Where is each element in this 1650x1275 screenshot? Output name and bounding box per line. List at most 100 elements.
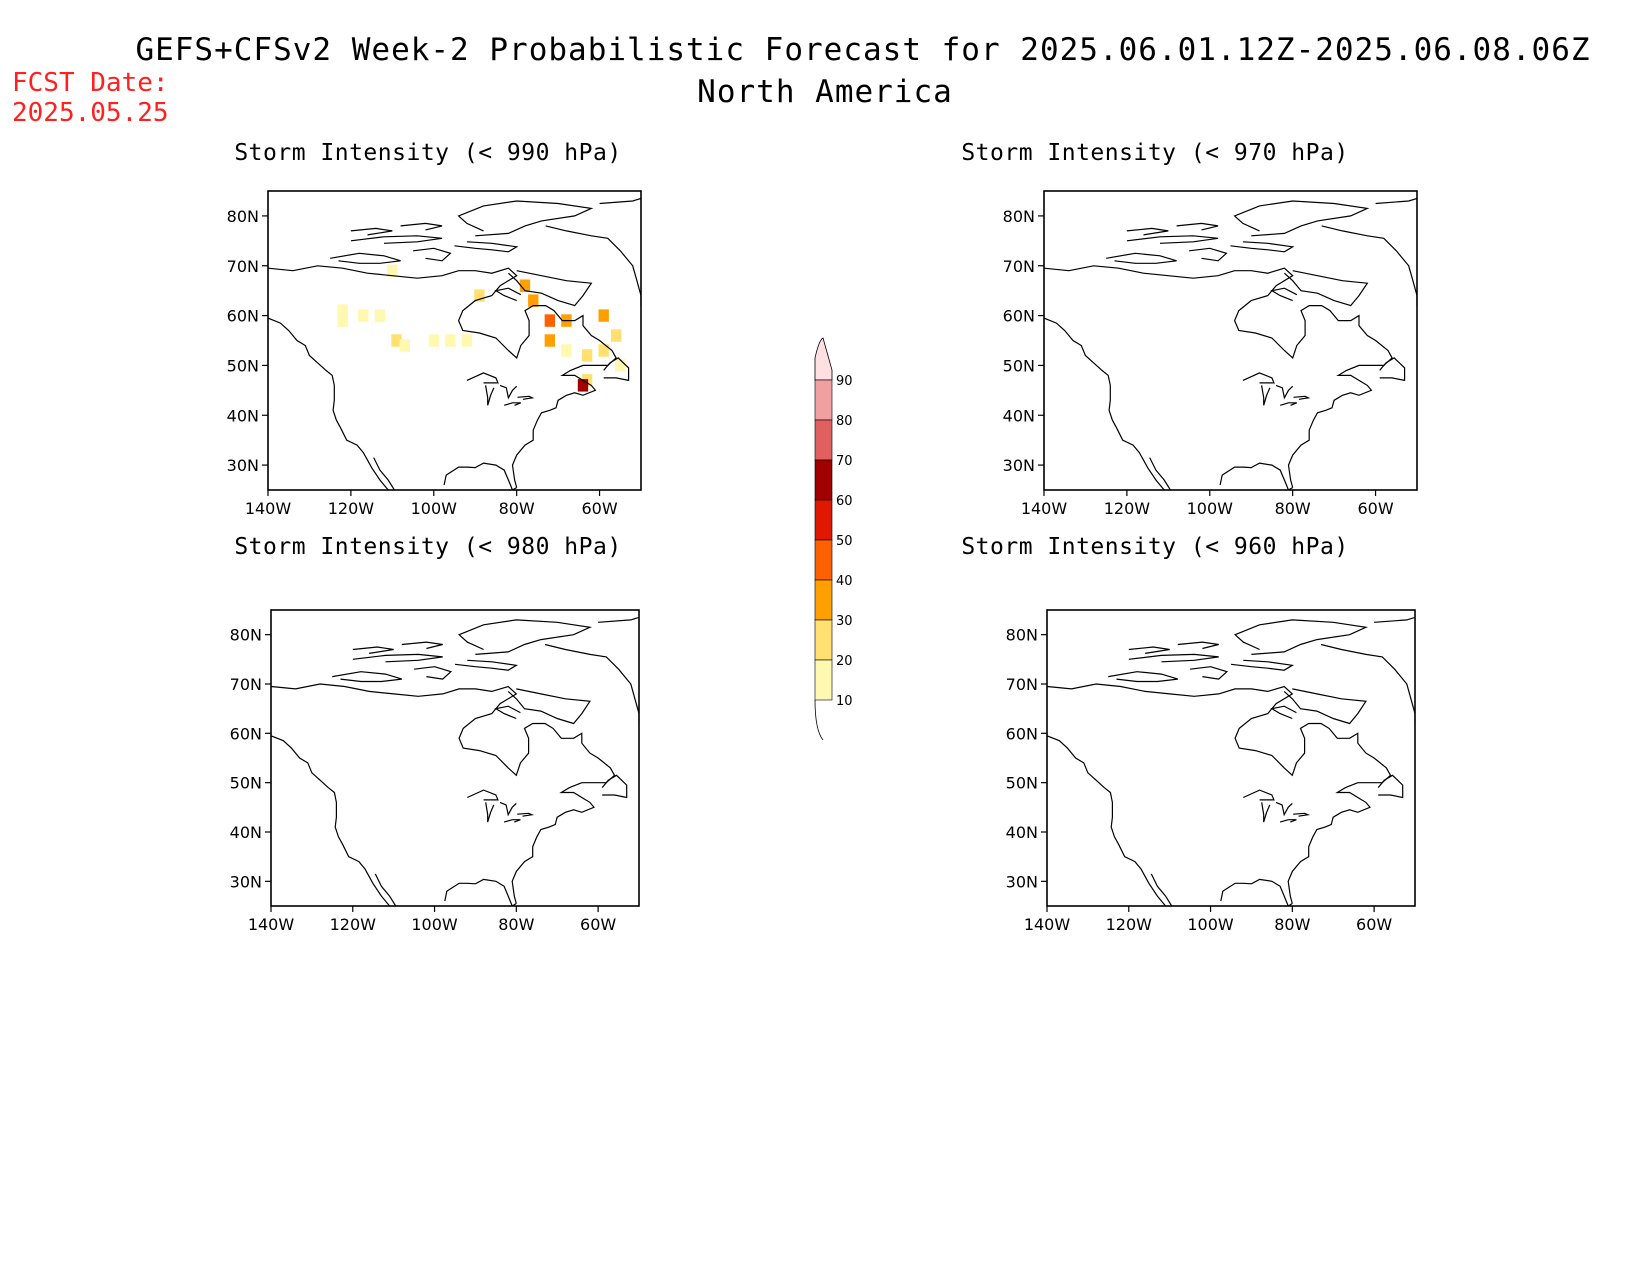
colorbar-segment (814, 419, 833, 461)
coastline (1374, 616, 1415, 623)
coastline (1242, 372, 1275, 384)
panel-title-960: Storm Intensity (< 960 hPa) (961, 534, 1349, 560)
coastline (1321, 225, 1417, 306)
coastline (352, 646, 394, 654)
probability-cell (358, 309, 369, 322)
coastline (1279, 819, 1297, 823)
coastline (1150, 873, 1173, 906)
coastline (414, 666, 453, 680)
coastline (413, 247, 452, 262)
coastline (1261, 385, 1271, 406)
lat-tick-label: 50N (227, 356, 259, 375)
probability-cell (615, 359, 626, 372)
map-frame (1043, 190, 1418, 491)
map-panel-p990: 80N 70N 60N 50N 40N 30N 140W 120W 100W 80W 60W (227, 190, 642, 518)
lon-tick-label: 80W (499, 499, 535, 518)
probability-cell (337, 304, 348, 317)
colorbar-label: 80 (836, 414, 853, 429)
colorbar-segment (814, 659, 833, 701)
colorbar-segment (814, 379, 833, 421)
panel-title-970: Storm Intensity (< 970 hPa) (961, 140, 1349, 166)
colorbar: 10 20 30 40 50 60 70 80 90 (814, 337, 853, 741)
probability-cell (428, 334, 439, 347)
colorbar-label: 70 (836, 454, 853, 469)
coastline (1375, 197, 1417, 205)
coastline (271, 735, 391, 906)
lon-tick-label: 60W (580, 915, 616, 934)
coastline (350, 227, 393, 236)
coastline (1243, 789, 1275, 801)
coastline (603, 357, 630, 382)
colorbar-label: 20 (836, 654, 853, 669)
lon-tick-label: 140W (1021, 499, 1068, 518)
colorbar-segment (814, 459, 833, 501)
coastline (1230, 659, 1295, 671)
probability-cell (561, 344, 572, 357)
lat-tick-label: 60N (230, 724, 262, 743)
lat-tick-label: 30N (227, 456, 259, 475)
coastline (454, 659, 519, 671)
page-title: GEFS+CFSv2 Week-2 Probabilistic Forecast… (135, 32, 1591, 68)
coastline (1149, 457, 1171, 490)
lon-tick-label: 140W (1024, 915, 1071, 934)
coastline (1177, 641, 1219, 650)
coastline (443, 462, 518, 490)
coastline (504, 402, 522, 406)
coastline (1233, 619, 1368, 655)
lon-tick-label: 120W (1104, 499, 1151, 518)
lon-tick-label: 60W (1357, 499, 1393, 518)
coastline (1189, 247, 1228, 262)
coastline (401, 641, 443, 650)
lon-tick-label: 120W (328, 499, 375, 518)
coastline (494, 287, 522, 302)
coastline (494, 705, 521, 720)
probability-cell (337, 314, 348, 327)
coastline (350, 235, 443, 244)
colorbar-label: 60 (836, 494, 853, 509)
probability-cell (528, 294, 539, 307)
lat-tick-label: 30N (230, 872, 262, 891)
coastline (1176, 222, 1219, 231)
probability-cell (391, 334, 402, 347)
lat-tick-label: 80N (1003, 207, 1035, 226)
coastline (457, 619, 592, 655)
probability-layer (337, 264, 626, 392)
colorbar-top-extension (814, 337, 833, 381)
lat-tick-label: 60N (227, 307, 259, 326)
coastline-layer (271, 616, 639, 906)
lon-tick-label: 120W (1106, 915, 1153, 934)
lat-tick-label: 50N (230, 774, 262, 793)
coastline (268, 317, 389, 490)
coastline-layer (1044, 197, 1417, 490)
coastline (503, 819, 521, 823)
lat-tick-label: 60N (1006, 724, 1038, 743)
coastline (1320, 643, 1415, 724)
coastline (1108, 671, 1178, 683)
lon-tick-label: 80W (1274, 915, 1310, 934)
map-frame (267, 190, 642, 491)
coastline (374, 873, 397, 906)
fcst-date-label: FCST Date: (12, 68, 169, 98)
coastline (1261, 802, 1271, 823)
colorbar-segment (814, 579, 833, 621)
coastline (467, 789, 499, 801)
coastline (1379, 357, 1406, 382)
map-panel-p970: 80N 70N 60N 50N 40N 30N 140W 120W 100W 80W 60W (1003, 190, 1418, 518)
probability-cell (581, 349, 593, 362)
colorbar-label: 40 (836, 574, 853, 589)
coastline (1106, 252, 1177, 264)
probability-cell (519, 279, 531, 292)
lon-tick-label: 100W (1187, 499, 1234, 518)
probability-cell (445, 334, 456, 347)
lat-tick-label: 60N (1003, 307, 1035, 326)
coastline (400, 222, 443, 231)
coastline (1044, 317, 1165, 490)
lat-tick-label: 30N (1006, 872, 1038, 891)
coastline (1233, 200, 1370, 237)
lon-tick-label: 120W (330, 915, 377, 934)
coastline (332, 671, 402, 683)
colorbar-segment (814, 539, 833, 581)
coastline (485, 385, 495, 406)
coastline (457, 200, 594, 237)
coastline (1190, 666, 1229, 680)
